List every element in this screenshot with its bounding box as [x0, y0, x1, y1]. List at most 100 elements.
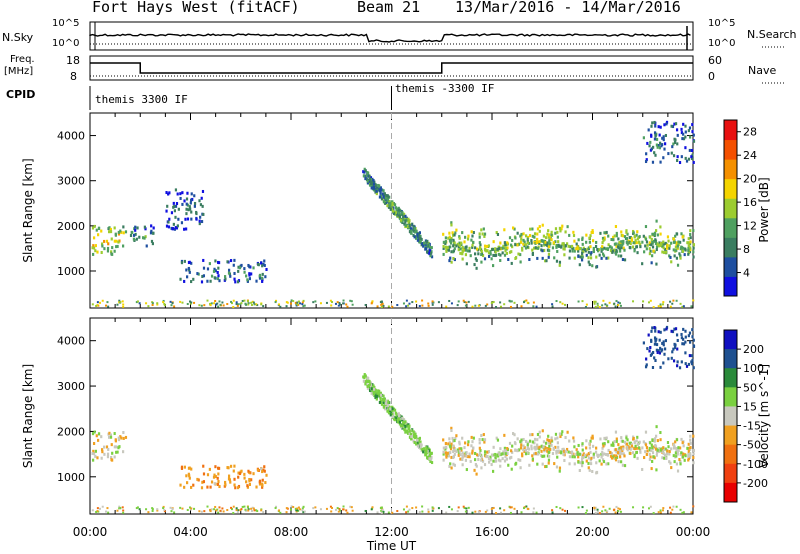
- velocity-echo-cell: [480, 458, 483, 462]
- power-echo-cell: [541, 223, 544, 227]
- velocity-echo-cell: [688, 354, 691, 358]
- velocity-echo-cell: [655, 450, 659, 454]
- velocity-echo-cell: [642, 506, 645, 509]
- power-echo-cell: [555, 300, 558, 303]
- velocity-echo-cell: [569, 450, 572, 454]
- velocity-echo-cell: [651, 366, 655, 370]
- velocity-echo-cell: [302, 505, 305, 508]
- velocity-echo-cell: [375, 395, 378, 399]
- velocity-echo-cell: [684, 351, 687, 355]
- velocity-echo-cell: [506, 446, 509, 450]
- velocity-echo-cell: [237, 471, 240, 475]
- velocity-echo-cell: [607, 462, 610, 466]
- velocity-echo-cell: [419, 445, 422, 449]
- velocity-echo-cell: [256, 510, 259, 513]
- power-echo-cell: [566, 242, 569, 246]
- velocity-echo-cell: [551, 511, 554, 514]
- power-echo-cell: [654, 238, 657, 242]
- velocity-echo-cell: [103, 452, 106, 456]
- power-echo-cell: [442, 240, 445, 244]
- freq-label: Freq.: [10, 54, 35, 65]
- power-echo-cell: [243, 267, 246, 271]
- velocity-echo-cell: [644, 450, 647, 454]
- velocity-echo-cell: [483, 450, 487, 454]
- power-echo-cell: [408, 302, 411, 305]
- velocity-echo-cell: [492, 459, 495, 463]
- power-echo-cell: [661, 303, 664, 306]
- power-echo-cell: [175, 202, 179, 206]
- velocity-echo-cell: [507, 463, 510, 467]
- power-echo-cell: [526, 301, 529, 304]
- power-echo-cell: [526, 241, 529, 245]
- power-echo-cell: [630, 238, 634, 242]
- velocity-echo-cell: [510, 467, 513, 471]
- power-echo-cell: [387, 195, 390, 199]
- power-echo-cell: [538, 241, 541, 245]
- velocity-echo-cell: [451, 436, 454, 440]
- velocity-echo-cell: [663, 328, 666, 332]
- velocity-echo-cell: [448, 505, 451, 508]
- power-echo-cell: [212, 269, 216, 273]
- power-echo-cell: [250, 272, 253, 276]
- power-echo-cell: [676, 133, 679, 137]
- power-echo-cell: [382, 195, 385, 199]
- power-echo-cell: [615, 244, 618, 248]
- velocity-echo-cell: [107, 447, 110, 451]
- power-echo-cell: [450, 302, 453, 305]
- power-echo-cell: [658, 146, 661, 150]
- velocity-echo-cell: [536, 438, 539, 442]
- velocity-echo-cell: [543, 454, 546, 458]
- velocity-echo-cell: [659, 346, 662, 350]
- power-echo-cell: [551, 246, 555, 250]
- power-echo-cell: [596, 304, 599, 307]
- velocity-echo-cell: [329, 505, 332, 508]
- power-echo-cell: [496, 233, 500, 237]
- power-echo-cell: [516, 243, 519, 247]
- velocity-echo-cell: [244, 508, 247, 511]
- power-echo-cell: [190, 301, 193, 304]
- power-echo-cell: [294, 301, 297, 304]
- velocity-echo-cell: [162, 507, 165, 510]
- power-echo-cell: [612, 238, 615, 242]
- power-echo-cell: [393, 212, 396, 216]
- velocity-echo-cell: [606, 510, 609, 513]
- power-echo-cell: [647, 301, 650, 304]
- velocity-echo-cell: [581, 454, 585, 458]
- velocity-echo-cell: [532, 507, 535, 510]
- velocity-echo-cell: [251, 506, 254, 509]
- velocity-echo-cell: [662, 452, 665, 456]
- power-echo-cell: [122, 303, 125, 306]
- power-echo-cell: [680, 232, 683, 236]
- velocity-echo-cell: [571, 455, 574, 459]
- power-echo-cell: [651, 121, 654, 125]
- power-echo-cell: [550, 238, 553, 242]
- velocity-echo-cell: [541, 454, 544, 458]
- velocity-echo-cell: [639, 450, 642, 454]
- power-echo-cell: [662, 240, 665, 244]
- velocity-echo-cell: [250, 507, 253, 510]
- velocity-colorbar-segment: [724, 425, 737, 446]
- power-echo-cell: [638, 235, 641, 239]
- power-ylabel: Slant Range [km]: [21, 158, 35, 262]
- nsky-tick-low: 10^0: [52, 38, 80, 49]
- velocity-echo-cell: [230, 506, 233, 509]
- power-echo-cell: [95, 304, 98, 307]
- power-echo-cell: [556, 249, 559, 253]
- power-echo-cell: [648, 247, 651, 251]
- power-echo-cell: [581, 255, 584, 259]
- power-echo-cell: [645, 240, 649, 244]
- power-echo-cell: [651, 245, 655, 249]
- power-echo-cell: [151, 242, 154, 246]
- power-echo-cell: [692, 255, 695, 259]
- velocity-echo-cell: [483, 440, 486, 444]
- power-echo-cell: [610, 246, 613, 250]
- velocity-echo-cell: [492, 445, 495, 449]
- velocity-echo-cell: [553, 462, 556, 466]
- velocity-echo-cell: [613, 508, 616, 511]
- power-echo-cell: [371, 300, 374, 303]
- velocity-echo-cell: [483, 463, 487, 467]
- velocity-echo-cell: [573, 462, 576, 466]
- power-echo-cell: [381, 302, 384, 305]
- velocity-echo-cell: [659, 330, 662, 334]
- velocity-echo-cell: [492, 506, 495, 509]
